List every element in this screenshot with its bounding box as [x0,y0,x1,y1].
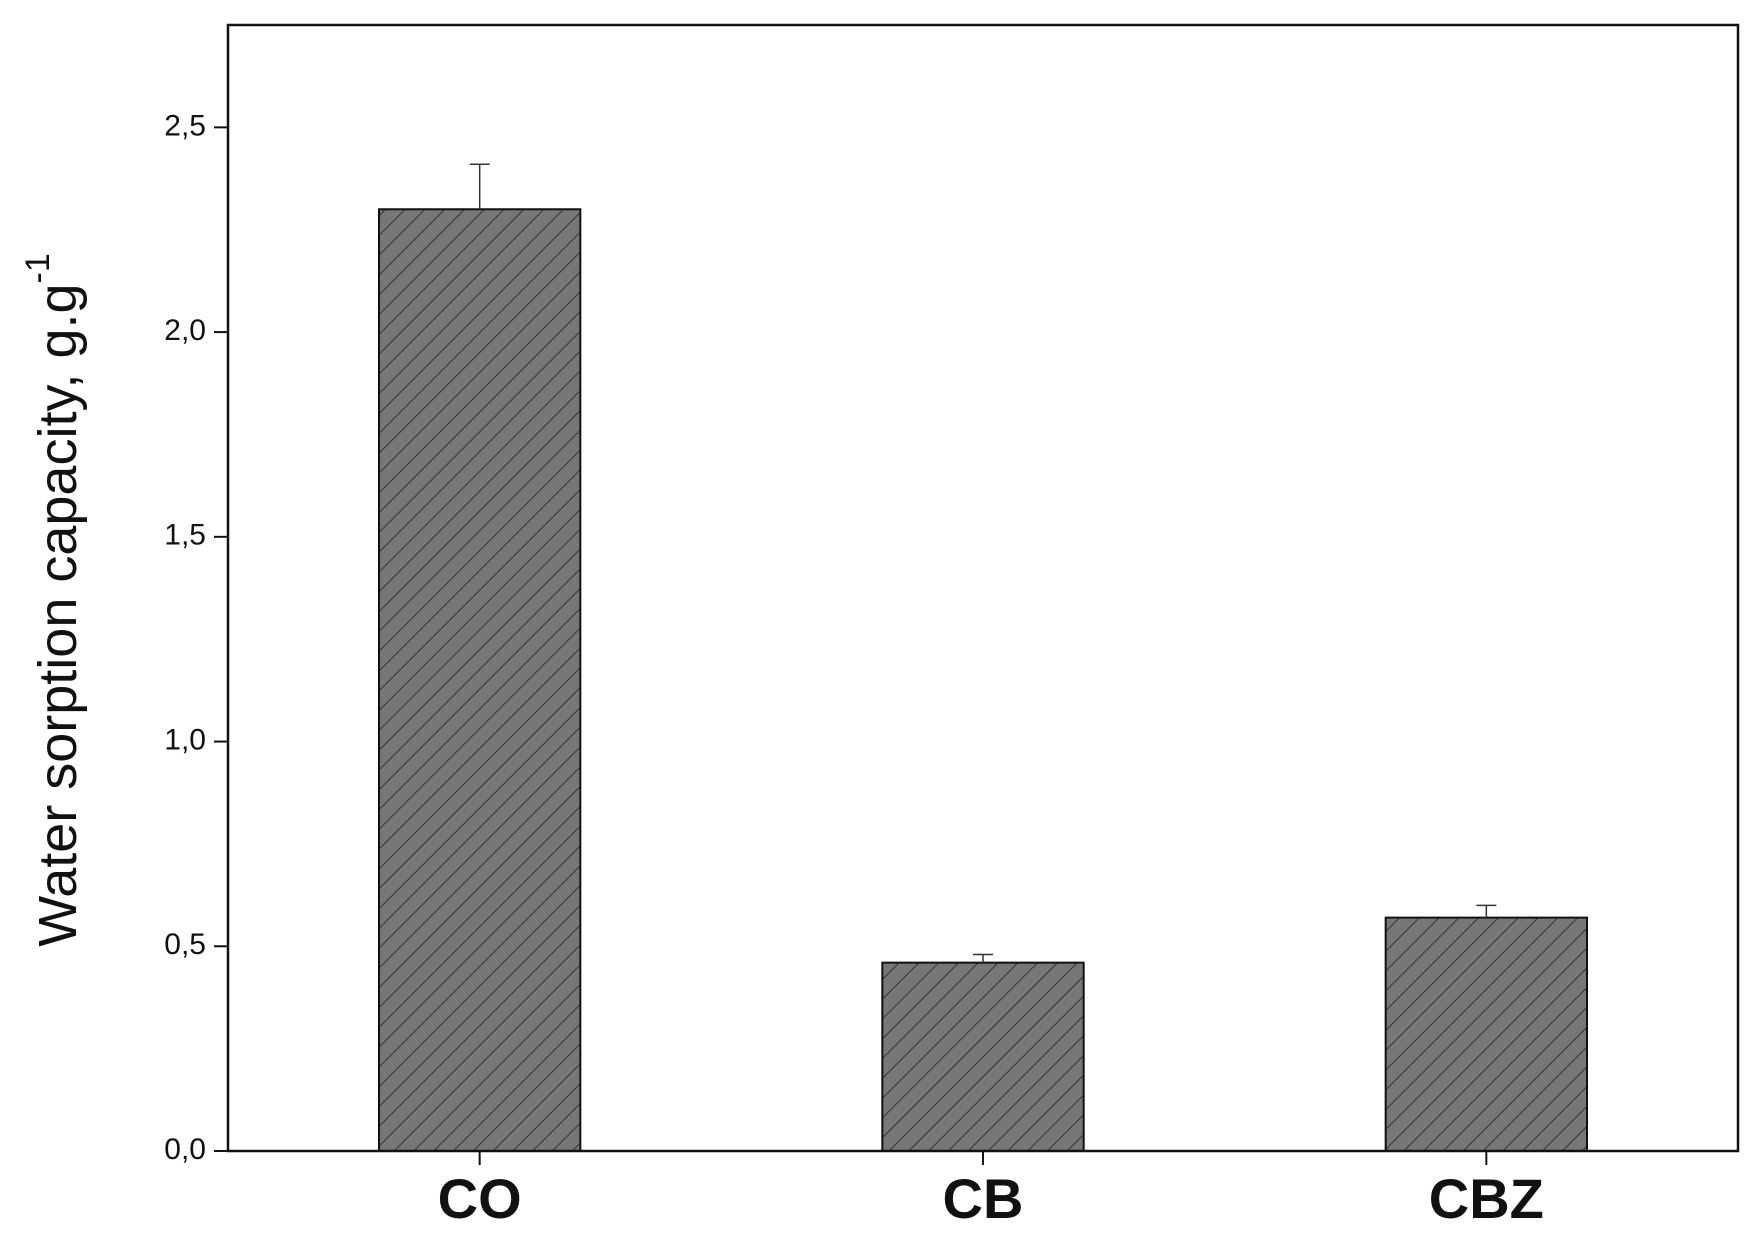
y-tick-label: 1,5 [164,519,206,552]
bar [881,961,1085,1152]
bar [378,208,582,1153]
y-tick-label: 2,0 [164,314,206,347]
y-tick-label: 1,0 [164,723,206,756]
y-tick-label: 0,5 [164,928,206,961]
y-axis-label-text: Water sorption capacity, g.g [28,283,88,946]
y-tick-label: 2,5 [164,109,206,142]
x-tick-label: CB [943,1167,1024,1230]
bar [1384,916,1588,1152]
y-tick-label: 0,0 [164,1133,206,1166]
x-tick-label: CO [438,1167,522,1230]
x-tick-label: CBZ [1429,1167,1544,1230]
y-axis-label: Water sorption capacity, g.g-1 [19,253,88,947]
y-axis-label-superscript: -1 [19,253,57,283]
plot-frame [226,23,1740,1153]
